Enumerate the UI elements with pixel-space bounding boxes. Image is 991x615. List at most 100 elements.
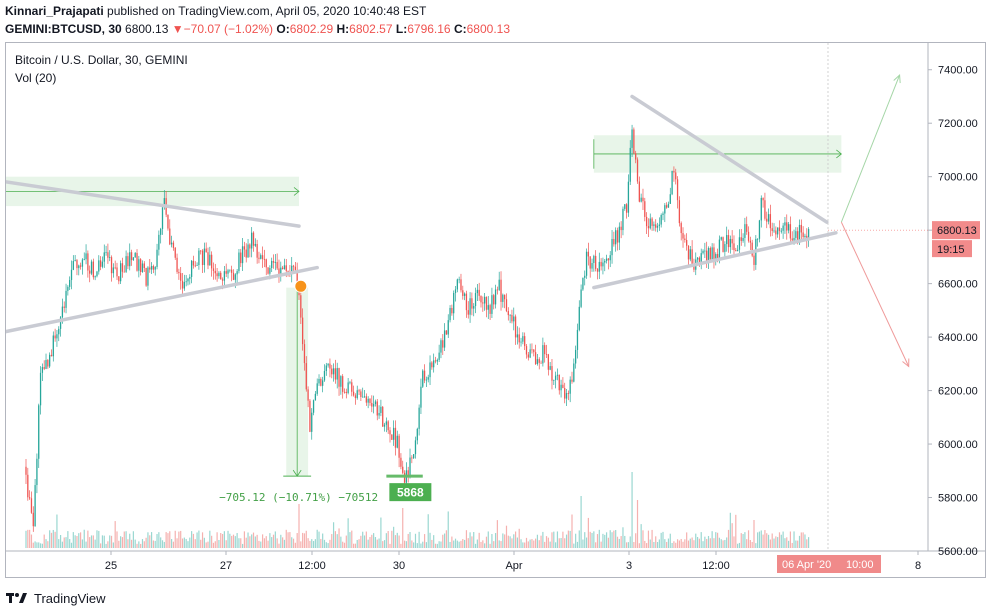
volume-bar: [444, 533, 446, 548]
candle: [418, 407, 420, 429]
volume-bar: [336, 534, 338, 548]
candle: [318, 378, 320, 384]
candle: [272, 260, 275, 263]
candle: [786, 222, 788, 231]
candle: [225, 271, 227, 274]
candle: [34, 485, 36, 527]
projection-arrow-down[interactable]: [840, 221, 910, 367]
volume-bar: [123, 531, 125, 548]
author-name[interactable]: Kinnari_Prajapati: [5, 4, 104, 18]
trendline-left-lower[interactable]: [6, 265, 319, 334]
candle: [589, 256, 591, 269]
volume-bar: [129, 533, 131, 548]
candle: [531, 349, 533, 351]
candle: [547, 354, 549, 370]
candle: [367, 398, 369, 403]
candle: [469, 298, 471, 315]
candle: [145, 267, 147, 286]
price-axis-label: 7400.00: [938, 65, 978, 77]
candle: [38, 405, 40, 459]
volume-bar: [540, 535, 542, 548]
volume-bar: [343, 542, 346, 548]
candle: [502, 294, 504, 302]
volume-bar: [524, 542, 526, 548]
close-label: C:: [453, 22, 467, 36]
candle: [402, 466, 404, 473]
volume-bar: [797, 540, 799, 548]
candle: [689, 249, 691, 260]
volume-bar: [789, 531, 791, 548]
volume-bar: [407, 533, 409, 548]
volume-bar: [469, 532, 471, 548]
candle: [163, 198, 165, 208]
volume-bar: [747, 530, 750, 548]
candle: [169, 228, 171, 245]
candle: [79, 265, 82, 267]
candle: [749, 240, 752, 243]
candle: [680, 223, 682, 234]
candle: [347, 382, 349, 394]
volume-bar: [181, 538, 184, 548]
volume-bar: [178, 531, 180, 548]
candle: [294, 266, 297, 271]
candle: [141, 263, 144, 273]
candle: [473, 306, 475, 309]
volume-bar: [587, 517, 589, 548]
volume-bar: [209, 530, 211, 548]
volume-bar: [72, 532, 74, 548]
candle: [560, 384, 562, 391]
candle: [662, 213, 664, 215]
candle: [675, 172, 677, 180]
volume-bar: [715, 532, 717, 548]
price-chart[interactable]: −705.12 (−10.71%) −70512 5868 7400.00 7200…: [6, 43, 985, 577]
candle: [209, 254, 211, 266]
candle: [691, 249, 693, 265]
volume-bar: [103, 535, 105, 548]
candle: [103, 252, 105, 262]
candle: [263, 258, 266, 260]
footer-brand[interactable]: TradingView: [6, 589, 106, 607]
volume-bar: [69, 539, 71, 548]
volume-bar: [706, 538, 708, 548]
projection-arrow-up[interactable]: [840, 74, 901, 223]
volume-bar: [795, 540, 797, 548]
volume-bar: [353, 543, 355, 548]
volume-bar: [604, 534, 606, 548]
trendline-right-lower[interactable]: [592, 231, 838, 290]
candle: [527, 354, 529, 358]
candle: [56, 334, 58, 339]
candle: [365, 396, 367, 403]
volume-bar: [289, 532, 291, 548]
volume-bar: [165, 532, 167, 548]
candle: [307, 389, 309, 401]
published-text: published on TradingView.com, April 05, …: [107, 4, 427, 18]
candle: [453, 293, 455, 314]
current-price-badge: [932, 221, 980, 240]
volume-bar: [729, 512, 731, 548]
volume-bar: [105, 543, 107, 548]
trendline-right-upper[interactable]: [630, 94, 829, 224]
volume-bar: [58, 539, 60, 548]
candle: [795, 231, 797, 238]
candle: [742, 237, 744, 241]
range-box-right-arrowhead: [836, 149, 843, 159]
candle: [301, 317, 304, 345]
candle: [332, 368, 335, 375]
volume-bar: [74, 535, 76, 548]
candle: [434, 360, 437, 362]
candle: [312, 400, 315, 413]
volume-bar: [136, 543, 138, 548]
candle: [385, 421, 388, 425]
volume-bar: [63, 537, 65, 548]
breakout-marker[interactable]: [294, 279, 308, 293]
candle: [524, 336, 526, 347]
candle: [322, 380, 324, 386]
volume-bar: [54, 531, 56, 548]
candle: [764, 200, 766, 219]
chart-frame[interactable]: −705.12 (−10.71%) −70512 5868 7400.00 7200…: [5, 42, 986, 578]
candle: [190, 260, 193, 277]
candle: [762, 197, 764, 201]
candle: [243, 246, 246, 250]
trendline-left-upper[interactable]: [6, 179, 301, 228]
volume-bar: [787, 540, 790, 548]
